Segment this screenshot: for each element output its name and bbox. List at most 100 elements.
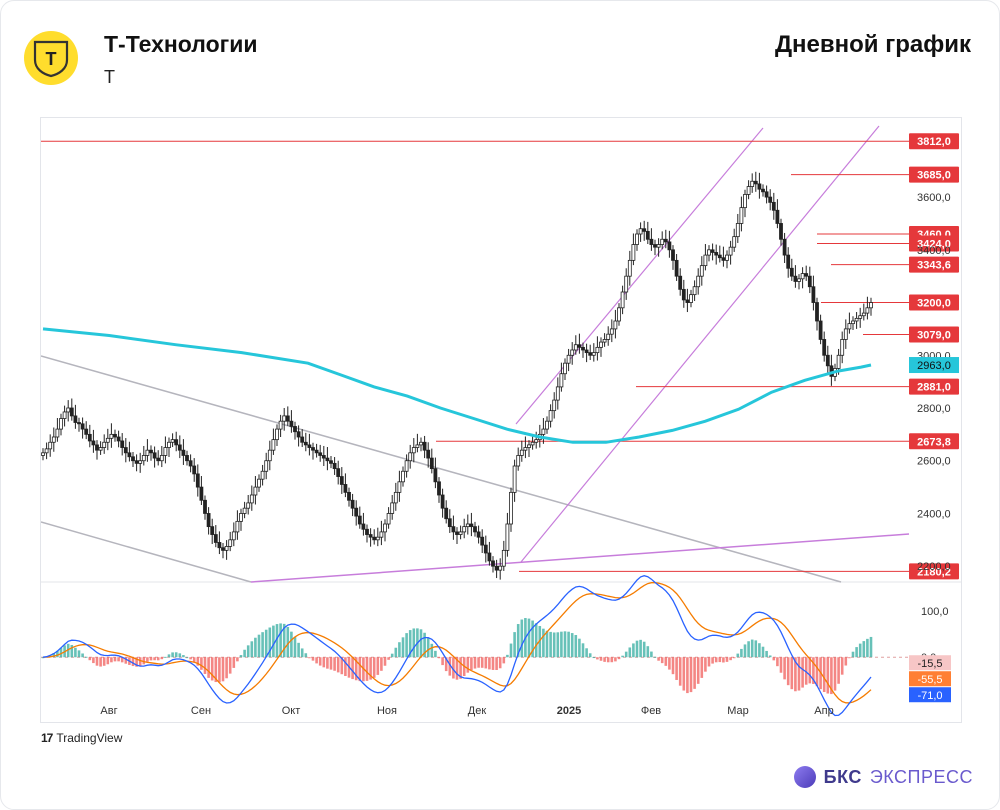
macd-histogram-bar	[509, 643, 513, 658]
macd-histogram-bar	[862, 641, 866, 658]
candle-body	[779, 223, 783, 240]
candle-body	[602, 339, 607, 343]
macd-histogram-bar	[293, 637, 297, 658]
candle-body	[815, 302, 819, 322]
candle-body	[267, 449, 272, 462]
candle-body	[138, 460, 143, 464]
candle-body	[134, 460, 139, 464]
macd-histogram-bar	[570, 633, 574, 658]
candle-body	[721, 257, 726, 261]
candle-body	[786, 254, 791, 269]
candle-body	[419, 441, 423, 446]
candle-body	[300, 436, 305, 443]
macd-histogram-bar	[768, 655, 772, 658]
macd-histogram-bar	[822, 657, 826, 692]
macd-histogram-bar	[282, 623, 286, 658]
macd-histogram-bar	[300, 648, 304, 658]
macd-histogram-bar	[200, 657, 203, 670]
candle-body	[156, 457, 161, 462]
macd-histogram-bar	[678, 657, 682, 686]
candle-body	[149, 449, 153, 454]
time-axis-label: Фев	[641, 705, 661, 717]
candle-body	[289, 420, 294, 427]
candle-body	[199, 486, 204, 501]
candle-body	[390, 502, 395, 514]
level-tag	[909, 256, 959, 273]
macd-histogram-bar	[261, 632, 264, 658]
level-tag	[909, 294, 959, 311]
macd-histogram-bar	[221, 657, 225, 682]
candle-body	[480, 536, 485, 546]
candle-body	[159, 455, 164, 462]
level-label: 3812,0	[917, 136, 951, 148]
candle-body	[865, 307, 870, 314]
candle-body	[321, 455, 326, 459]
candle-body	[368, 534, 373, 538]
macd-histogram-bar	[228, 657, 232, 674]
candle-body	[285, 415, 290, 422]
candle-body	[728, 246, 733, 256]
macd-histogram-bar	[322, 657, 326, 668]
chart-area[interactable]: 3812,0 3685,0 3460,0 3424,0 3343,6 3200,0 3079…	[40, 117, 962, 723]
macd-histogram-bar	[218, 657, 221, 683]
macd-histogram-bar	[66, 643, 70, 658]
candle-body	[440, 494, 445, 509]
macd-tick-100: 100,0	[921, 606, 949, 618]
candle-body	[696, 275, 701, 288]
macd-value-label: -15,5	[917, 658, 942, 670]
candle-body	[311, 447, 315, 451]
macd-histogram-bar	[257, 634, 261, 658]
candle-body	[69, 407, 74, 417]
macd-histogram-bar	[182, 655, 185, 658]
macd-histogram-bar	[776, 657, 779, 667]
macd-histogram-bar	[225, 657, 228, 679]
macd-histogram-bar	[383, 657, 387, 666]
macd-histogram-bar	[437, 657, 441, 659]
candle-body	[386, 513, 391, 525]
candle-body	[415, 444, 420, 448]
macd-histogram-bar	[210, 657, 214, 681]
candle-body	[120, 440, 125, 448]
macd-histogram-bar	[455, 657, 459, 680]
macd-histogram-bar	[84, 656, 88, 658]
candle-body	[671, 249, 675, 261]
macd-histogram-bar	[761, 646, 765, 658]
level-label: 2881,0	[917, 382, 951, 394]
macd-histogram-bar	[214, 657, 218, 683]
macd-histogram-bar	[448, 657, 452, 676]
candle-body	[231, 531, 236, 541]
macd-histogram-bar	[412, 628, 416, 658]
macd-histogram-bar	[394, 647, 398, 658]
candle-body	[545, 420, 549, 430]
candle-body	[753, 180, 758, 185]
candle-body	[433, 468, 438, 483]
time-axis-label: Мар	[727, 705, 749, 717]
candle-body	[858, 315, 863, 319]
macd-histogram-bar	[488, 657, 491, 670]
candle-body	[505, 523, 510, 551]
time-axis-label: Ноя	[377, 705, 397, 717]
macd-histogram-bar	[246, 645, 250, 658]
candle-body	[181, 449, 186, 456]
candle-body	[656, 244, 661, 248]
macd-histogram-bar	[808, 657, 812, 684]
candle-body	[455, 531, 459, 535]
candle-body	[210, 526, 215, 535]
candle-body	[581, 346, 585, 351]
candle-body	[293, 426, 297, 433]
macd-histogram-bar	[275, 624, 279, 658]
candle-body	[609, 328, 614, 335]
macd-histogram-bar	[650, 651, 653, 658]
macd-histogram-bar	[434, 650, 437, 658]
level-tag	[909, 378, 959, 395]
candle-body	[203, 499, 207, 514]
macd-histogram-bar	[56, 650, 59, 658]
macd-histogram-bar	[574, 635, 578, 658]
macd-histogram-bar	[704, 657, 707, 672]
macd-value-tag	[909, 687, 951, 703]
macd-histogram-bar	[722, 657, 725, 663]
candle-body	[372, 536, 377, 541]
macd-histogram-bar	[801, 657, 804, 688]
macd-histogram-bar	[336, 657, 340, 673]
